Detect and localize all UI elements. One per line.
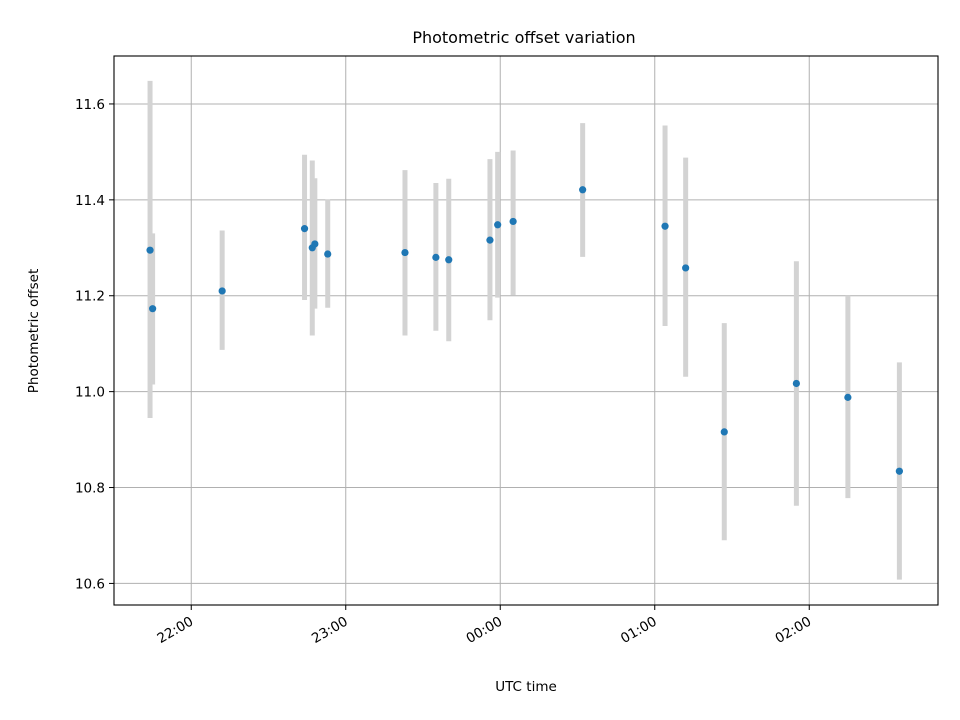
y-axis-label: Photometric offset bbox=[26, 269, 42, 393]
data-point bbox=[844, 393, 852, 401]
y-tick-label: 10.6 bbox=[75, 576, 105, 592]
data-point bbox=[300, 225, 309, 233]
chart-title: Photometric offset variation bbox=[412, 28, 635, 47]
data-point bbox=[218, 287, 226, 295]
data-points bbox=[146, 186, 903, 475]
y-tick-label: 11.2 bbox=[75, 289, 105, 305]
data-point bbox=[324, 250, 332, 258]
data-point bbox=[486, 236, 494, 244]
data-point bbox=[895, 467, 903, 475]
plot-frame bbox=[113, 55, 939, 606]
y-axis: 10.6 10.8 11.0 11.2 11.4 11.6 bbox=[75, 97, 114, 592]
data-point bbox=[146, 246, 154, 254]
y-tick-label: 11.6 bbox=[75, 97, 105, 113]
y-tick-label: 11.0 bbox=[75, 385, 105, 401]
data-point bbox=[509, 217, 517, 226]
data-point bbox=[311, 240, 319, 248]
data-point bbox=[149, 305, 157, 313]
data-point bbox=[494, 221, 502, 229]
data-point bbox=[445, 256, 453, 264]
data-point bbox=[720, 428, 728, 436]
y-tick-label: 11.4 bbox=[75, 193, 105, 209]
data-point bbox=[401, 248, 409, 257]
y-tick-label: 10.8 bbox=[75, 481, 105, 497]
data-point bbox=[661, 222, 669, 230]
data-point bbox=[432, 253, 440, 261]
x-axis-label: UTC time bbox=[495, 679, 557, 695]
data-point bbox=[792, 379, 800, 388]
grid bbox=[114, 56, 938, 605]
data-point bbox=[579, 186, 587, 194]
data-point bbox=[682, 264, 690, 272]
